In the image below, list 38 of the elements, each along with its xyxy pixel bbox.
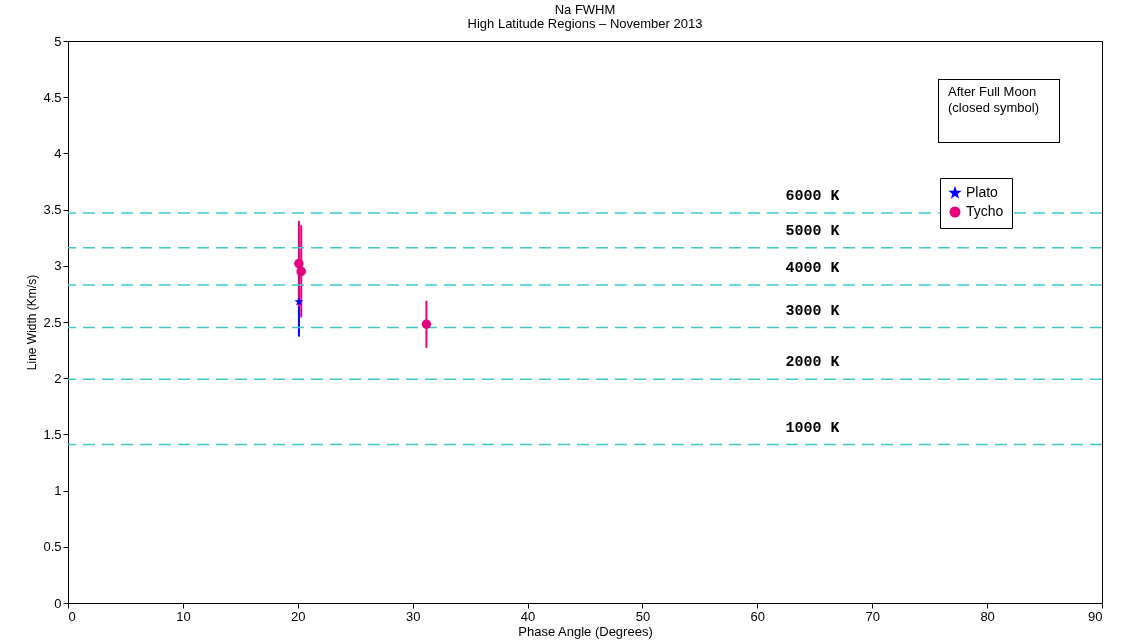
ref-line-label: 6000 K: [785, 187, 840, 205]
x-tick-label: 80: [980, 608, 995, 624]
x-axis-title: Phase Angle (Degrees): [518, 623, 653, 639]
point: [294, 297, 304, 306]
chart-subtitle: High Latitude Regions – November 2013: [467, 16, 703, 31]
point: [421, 319, 432, 329]
ref-line-label: 2000 K: [785, 354, 840, 372]
x-tick-label: 70: [865, 608, 880, 624]
y-tick-label: 2.5: [43, 314, 62, 330]
annotation: After Full Moon (closed symbol): [938, 79, 1060, 143]
y-tick-label: 4.5: [43, 89, 62, 105]
x-tick-label: 60: [750, 608, 766, 624]
y-tick-label: 0: [54, 595, 62, 611]
ref-line-label: 4000 K: [785, 259, 840, 277]
x-tick-label: 30: [405, 608, 421, 624]
y-tick-label: 5: [54, 33, 62, 49]
y-axis-title: Line Width (Km/s): [25, 274, 40, 371]
ref-line-label: 1000 K: [785, 419, 840, 437]
ref-line-label: 5000 K: [785, 222, 840, 240]
chart-title: Na FWHM: [554, 2, 616, 17]
y-tick-label: 4: [54, 145, 62, 161]
point: [296, 266, 306, 277]
y-tick-label: 1.5: [43, 426, 62, 442]
legend-label: Plato: [966, 184, 999, 200]
x-tick-label: 0: [68, 608, 76, 624]
ref-line-label: 3000 K: [785, 302, 840, 320]
x-tick-label: 10: [176, 608, 191, 624]
y-tick-label: 0.5: [43, 539, 62, 555]
y-tick-label: 1: [54, 483, 62, 499]
point: [294, 258, 304, 269]
y-tick-label: 3: [54, 258, 62, 274]
x-tick-label: 40: [520, 608, 536, 624]
x-tick-label: 20: [291, 608, 306, 624]
y-tick-label: 2: [54, 370, 62, 386]
y-tick-label: 3.5: [43, 202, 62, 218]
x-tick-label: 90: [1088, 608, 1103, 624]
x-tick-label: 50: [635, 608, 651, 624]
legend-label: Tycho: [966, 203, 1004, 219]
